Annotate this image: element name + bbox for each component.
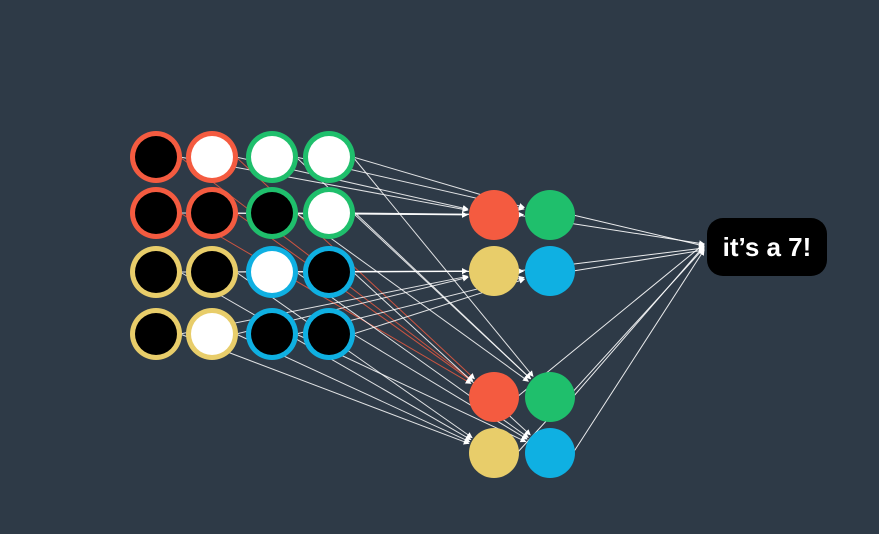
hidden-node	[525, 246, 575, 296]
hidden-node	[525, 428, 575, 478]
hidden-node	[525, 372, 575, 422]
input-pixel-fill	[191, 136, 233, 178]
hidden-node	[469, 372, 519, 422]
input-pixel-fill	[308, 136, 350, 178]
edge-input-hidden	[295, 212, 529, 382]
input-pixel-node	[130, 308, 182, 360]
input-pixel-fill	[308, 192, 350, 234]
edge-input-hidden	[235, 271, 473, 439]
input-pixel-fill	[191, 313, 233, 355]
hidden-node	[469, 428, 519, 478]
edge-hidden-output	[572, 245, 705, 398]
output-label: it’s a 7!	[707, 218, 827, 276]
edge-input-hidden	[352, 212, 531, 380]
input-pixel-node	[186, 246, 238, 298]
hidden-node	[525, 190, 575, 240]
input-pixel-node	[303, 187, 355, 239]
input-pixel-node	[246, 308, 298, 360]
edge-hidden-output	[572, 249, 705, 454]
input-pixel-node	[186, 187, 238, 239]
input-pixel-node	[246, 131, 298, 183]
input-pixel-fill	[135, 192, 177, 234]
edge-hidden-output	[516, 243, 705, 398]
input-pixel-fill	[251, 136, 293, 178]
input-pixel-node	[130, 187, 182, 239]
edge-input-hidden	[352, 156, 534, 377]
input-pixel-fill	[191, 192, 233, 234]
edge-hidden-output	[572, 247, 705, 272]
input-pixel-fill	[191, 251, 233, 293]
input-pixel-node	[246, 246, 298, 298]
input-pixel-fill	[135, 251, 177, 293]
hidden-layer	[469, 190, 575, 478]
input-pixel-fill	[308, 251, 350, 293]
input-pixel-fill	[251, 192, 293, 234]
input-pixel-node	[246, 187, 298, 239]
input-pixel-node	[303, 308, 355, 360]
input-pixel-fill	[251, 251, 293, 293]
input-pixel-fill	[251, 313, 293, 355]
input-pixel-fill	[308, 313, 350, 355]
input-pixel-node	[130, 131, 182, 183]
input-pixel-node	[303, 131, 355, 183]
input-pixel-fill	[135, 136, 177, 178]
input-pixel-grid	[130, 131, 355, 360]
input-pixel-node	[130, 246, 182, 298]
input-pixel-fill	[135, 313, 177, 355]
input-pixel-node	[303, 246, 355, 298]
edge-input-hidden	[235, 212, 473, 382]
hidden-node	[469, 190, 519, 240]
input-pixel-node	[186, 131, 238, 183]
edge-hidden-output	[572, 214, 705, 248]
hidden-node	[469, 246, 519, 296]
input-pixel-node	[186, 308, 238, 360]
edge-input-hidden	[179, 212, 472, 384]
